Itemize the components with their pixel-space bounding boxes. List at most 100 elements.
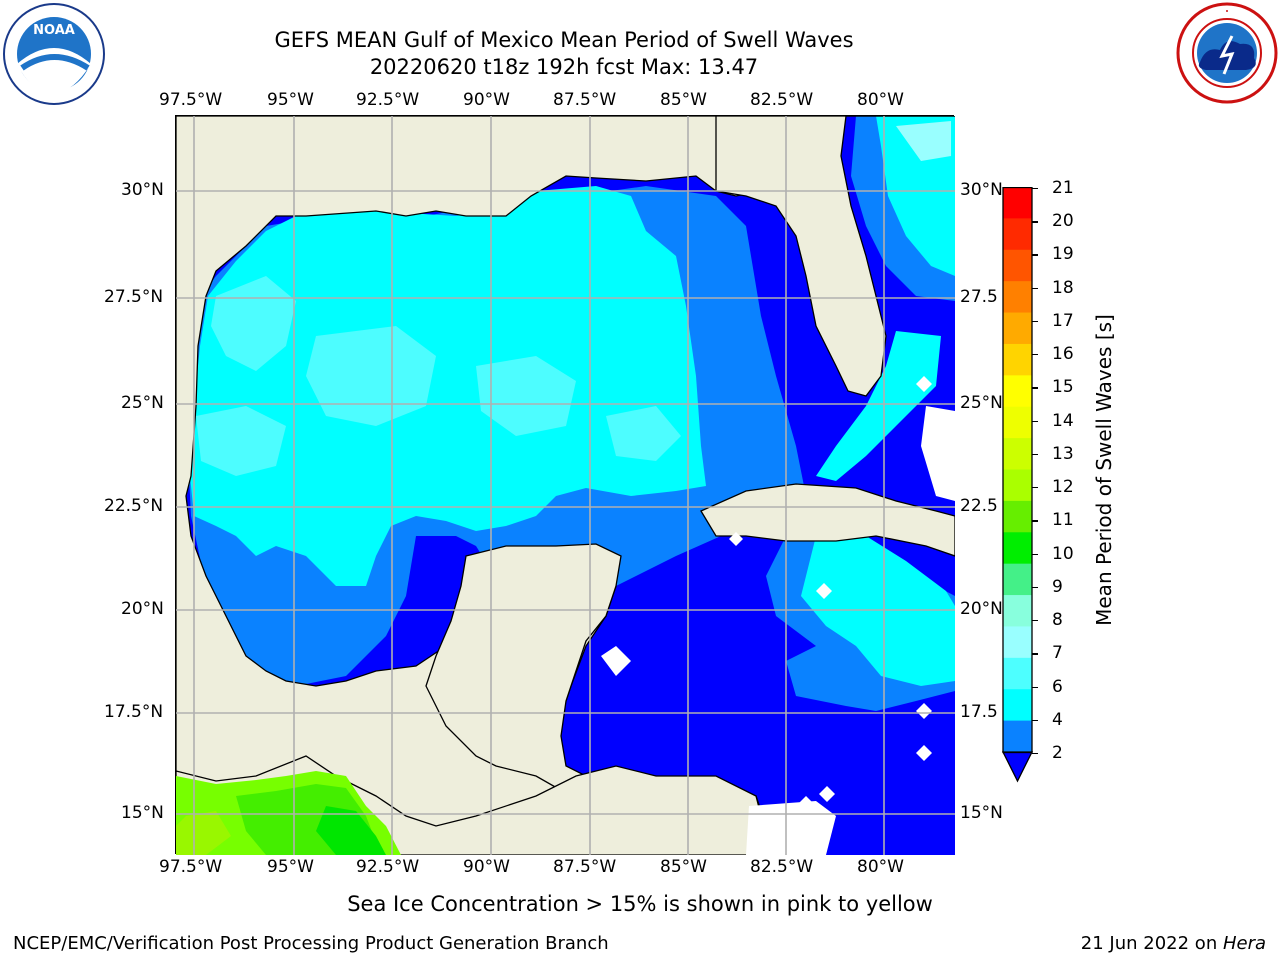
colorbar-tick-label: 12 xyxy=(1052,477,1074,498)
lat-label-right: 25°N xyxy=(960,393,1003,413)
lat-label-right: 27.5 xyxy=(960,287,998,307)
land-florida xyxy=(715,116,955,397)
map-frame xyxy=(175,115,955,855)
colorbar-outline xyxy=(1002,186,1033,754)
bahamas-mask xyxy=(921,406,955,501)
sea-ice-note: Sea Ice Concentration > 15% is shown in … xyxy=(347,892,933,916)
lon-label-top: 87.5°W xyxy=(553,90,617,110)
lon-label-bottom: 97.5°W xyxy=(159,857,223,877)
lon-label-top: 92.5°W xyxy=(356,90,420,110)
footer-host: Hera xyxy=(1222,933,1266,954)
footer-date: 21 Jun 2022 on Hera xyxy=(1080,933,1266,954)
colorbar-tick-mark xyxy=(1032,719,1038,722)
lon-label-bottom: 80°W xyxy=(857,857,904,877)
nws-logo xyxy=(1176,2,1278,104)
colorbar-tick-label: 19 xyxy=(1052,244,1074,265)
colorbar-tick-label: 7 xyxy=(1052,643,1063,664)
colorbar-tick-mark xyxy=(1032,354,1038,356)
straits-period-6 xyxy=(816,331,941,481)
colorbar-tick-mark xyxy=(1032,586,1038,589)
colorbar-tick-label: 13 xyxy=(1052,443,1074,464)
map-title: GEFS MEAN Gulf of Mexico Mean Period of … xyxy=(274,28,854,52)
lon-label-top: 97.5°W xyxy=(159,90,223,110)
caribbean-period-6 xyxy=(801,536,955,686)
colorbar-swatch xyxy=(1003,720,1032,753)
colorbar-tick-mark xyxy=(1032,387,1038,389)
nodata-diamond-7 xyxy=(729,532,743,546)
lon-label-bottom: 92.5°W xyxy=(356,857,420,877)
colorbar-tick-label: 8 xyxy=(1052,610,1063,631)
colorbar-tick-label: 2 xyxy=(1052,743,1063,763)
ocean-period-8-e xyxy=(606,406,681,461)
colorbar-swatch xyxy=(1003,626,1032,659)
colorbar-tick-label: 15 xyxy=(1052,377,1074,398)
colorbar-swatch xyxy=(1003,469,1032,502)
colorbar-tick-mark xyxy=(1032,487,1038,489)
colorbar-tick-mark xyxy=(1032,420,1038,422)
lat-label-left: 20°N xyxy=(121,599,164,619)
pacific-period-green-c xyxy=(176,811,231,855)
colorbar-swatch xyxy=(1003,343,1032,376)
lat-label-right: 15°N xyxy=(960,803,1003,823)
colorbar-tick-label: 14 xyxy=(1052,410,1074,431)
colorbar-tick-mark xyxy=(1032,520,1038,522)
lon-label-bottom: 82.5°W xyxy=(750,857,814,877)
colorbar-tick-mark xyxy=(1032,320,1038,323)
colorbar-ticks: 21 20 19 18 17 16 15 14 13 12 11 10 9 8 7 6 4 2 xyxy=(1032,178,1100,770)
colorbar-tick-mark xyxy=(1032,686,1038,688)
colorbar-swatch xyxy=(1003,657,1032,690)
colorbar-tick-mark xyxy=(1032,453,1038,456)
lat-label-right: 20°N xyxy=(960,599,1003,619)
nodata-diamond-3 xyxy=(916,703,932,719)
lon-label-bottom: 95°W xyxy=(267,857,314,877)
colorbar-swatch xyxy=(1003,689,1032,722)
colorbar-swatch xyxy=(1003,281,1032,314)
nodata-diamond-2 xyxy=(816,583,832,599)
nodata-bottom xyxy=(746,801,836,855)
colorbar-tick-label: 9 xyxy=(1052,576,1063,597)
lon-label-top: 82.5°W xyxy=(750,90,814,110)
ocean-period-8-a xyxy=(211,276,296,371)
map-subtitle: 20220620 t18z 192h fcst Max: 13.47 xyxy=(369,55,759,79)
lat-label-left: 30°N xyxy=(121,180,164,200)
footer-credit: NCEP/EMC/Verification Post Processing Pr… xyxy=(13,933,609,954)
lon-label-top: 85°W xyxy=(660,90,707,110)
nodata-diamond-6 xyxy=(819,786,835,802)
lon-label-bottom: 85°W xyxy=(660,857,707,877)
ocean-period-6 xyxy=(188,186,706,586)
colorbar-swatches xyxy=(1001,186,1034,783)
lat-label-right: 17.5 xyxy=(960,702,998,722)
lon-label-top: 90°W xyxy=(463,90,510,110)
colorbar-swatch xyxy=(1003,500,1032,533)
colorbar-swatch xyxy=(1003,218,1032,251)
noaa-logo: NOAA xyxy=(2,2,106,106)
colorbar-tick-label: 16 xyxy=(1052,344,1074,365)
lat-label-left: 22.5°N xyxy=(104,496,164,516)
lat-label-right: 22.5 xyxy=(960,496,998,516)
colorbar-tick-label: 11 xyxy=(1052,510,1074,531)
land-yucatan xyxy=(425,543,622,797)
lat-label-left: 27.5°N xyxy=(104,287,164,307)
colorbar-tick-label: 4 xyxy=(1052,709,1063,730)
colorbar-swatch xyxy=(1003,438,1032,470)
colorbar-tick-mark xyxy=(1032,188,1038,190)
colorbar-swatch xyxy=(1003,312,1032,345)
colorbar-swatch xyxy=(1003,406,1032,439)
ocean-period-8-c xyxy=(196,406,286,476)
ocean-period-8-d xyxy=(476,356,576,436)
colorbar-tick-mark xyxy=(1032,287,1038,289)
nodata-diamond-1 xyxy=(601,646,631,676)
colorbar-swatch xyxy=(1003,563,1032,596)
colorbar-tick-mark xyxy=(1032,620,1038,622)
lon-label-top: 80°W xyxy=(857,90,904,110)
colorbar-tick-label: 20 xyxy=(1052,211,1074,232)
colorbar-tick-mark xyxy=(1032,553,1038,555)
lat-label-left: 15°N xyxy=(121,803,164,823)
nodata-diamond-5 xyxy=(798,796,814,812)
lat-label-left: 17.5°N xyxy=(104,702,164,722)
nodata-diamond-4 xyxy=(916,745,932,761)
lon-label-bottom: 87.5°W xyxy=(553,857,617,877)
pacific-period-green-d xyxy=(316,806,386,855)
lon-label-top: 95°W xyxy=(267,90,314,110)
colorbar-tick-label: 18 xyxy=(1052,277,1074,298)
